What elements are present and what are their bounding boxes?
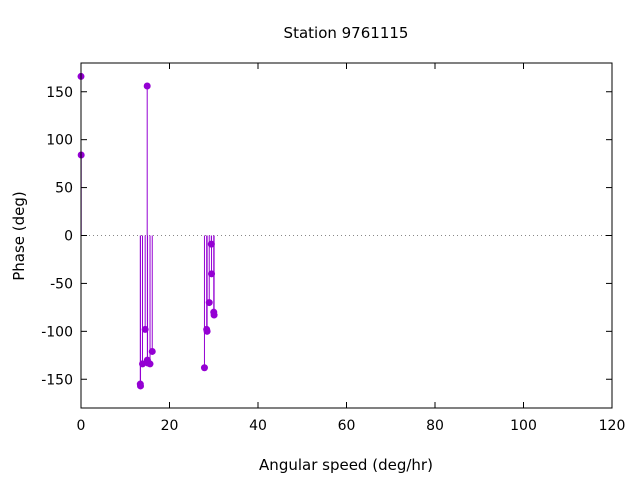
data-point	[210, 311, 218, 319]
data-point	[208, 270, 216, 278]
plot-layer	[77, 72, 612, 390]
y-tick-label: -150	[41, 372, 73, 388]
y-axis-title: Phase (deg)	[10, 191, 28, 281]
data-point	[146, 360, 154, 368]
x-tick-label: 80	[426, 418, 444, 434]
x-tick-label: 0	[77, 418, 86, 434]
data-point	[205, 299, 213, 307]
data-point	[143, 82, 151, 90]
x-tick-label: 60	[338, 418, 356, 434]
y-tick-label: 100	[46, 133, 73, 149]
x-tick-label: 100	[510, 418, 537, 434]
y-tick-label: 50	[55, 181, 73, 197]
data-point	[148, 347, 156, 355]
data-point	[200, 364, 208, 372]
data-point	[207, 240, 215, 248]
x-tick-label: 20	[161, 418, 179, 434]
x-tick-label: 40	[249, 418, 267, 434]
data-point	[203, 327, 211, 335]
y-tick-label: -50	[50, 276, 73, 292]
y-tick-label: 0	[64, 229, 73, 245]
y-tick-label: 150	[46, 85, 73, 101]
x-tick-label: 120	[599, 418, 626, 434]
plot-frame	[80, 62, 613, 409]
x-axis-title: Angular speed (deg/hr)	[259, 456, 433, 474]
axis-ticks: 0 20 40 60 80 100 120 -150 -100 -50 0 50 100 150	[41, 63, 625, 434]
data-point	[137, 382, 145, 390]
chart-title: Station 9761115	[284, 24, 409, 42]
y-tick-label: -100	[41, 324, 73, 340]
data-point	[141, 325, 149, 333]
